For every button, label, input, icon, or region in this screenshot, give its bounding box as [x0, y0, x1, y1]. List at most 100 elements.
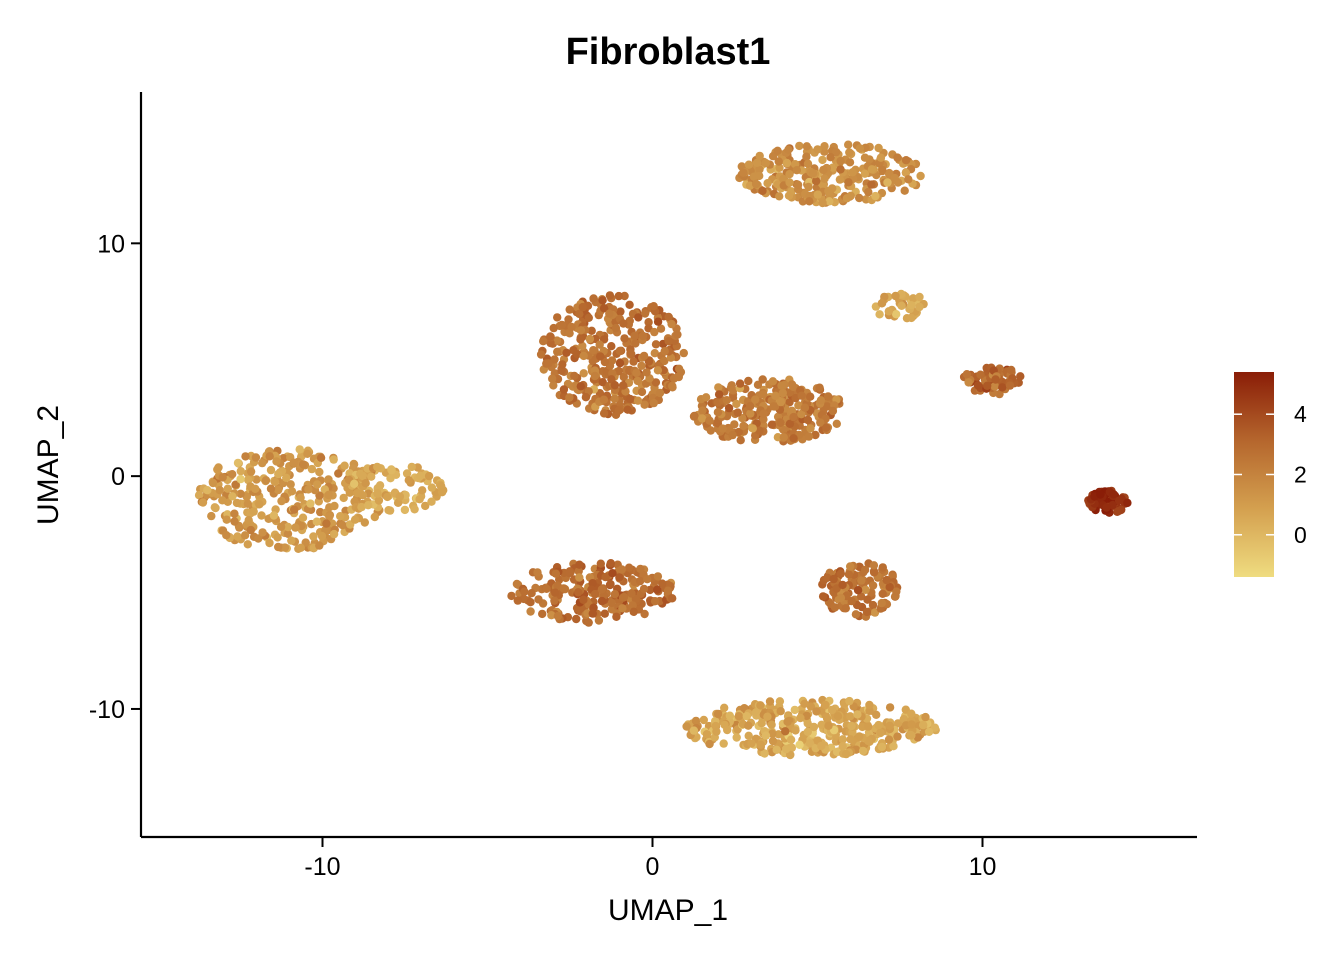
cell-point [865, 700, 874, 710]
cell-point [674, 372, 683, 382]
cell-point [507, 591, 516, 601]
cell-point [222, 531, 231, 540]
cell-point [664, 312, 673, 322]
cell-point [768, 729, 777, 738]
cell-point [668, 381, 677, 391]
cell-point [825, 197, 834, 206]
cell-point [567, 322, 576, 332]
cell-point [599, 409, 609, 418]
cell-point [679, 348, 688, 358]
cell-point [844, 570, 854, 579]
cell-point [283, 522, 293, 532]
cell-point [877, 299, 886, 308]
x-tick-label: -10 [304, 853, 340, 881]
cell-point [779, 433, 788, 442]
cell-point [795, 141, 804, 151]
cell-point [644, 318, 653, 327]
cell-point [606, 579, 615, 589]
cell-point [588, 579, 597, 588]
colorbar-ticks: 4 2 0 [1234, 401, 1307, 548]
cell-point [269, 511, 279, 520]
cell-point [330, 501, 339, 511]
cell-point [919, 720, 928, 730]
cell-point [836, 156, 845, 166]
cell-point [638, 331, 648, 341]
cell-point [598, 378, 607, 387]
cell-point [629, 607, 638, 616]
cell-point [287, 536, 296, 545]
cell-point [730, 420, 739, 429]
cell-point [863, 595, 872, 604]
cell-point [719, 739, 728, 748]
cell-point [803, 415, 813, 425]
cell-point [203, 486, 212, 495]
cell-point [520, 587, 529, 596]
cell-point [655, 388, 665, 398]
colorbar-tick-label: 2 [1294, 462, 1307, 488]
cell-point [874, 143, 883, 153]
cell-point [739, 421, 748, 431]
cell-point [789, 434, 798, 443]
cell-point [557, 366, 566, 375]
cell-point [845, 696, 854, 706]
cell-point [865, 706, 874, 715]
cell-point [640, 400, 649, 409]
cell-point [596, 352, 605, 361]
cell-point [853, 710, 862, 719]
cell-point [758, 186, 767, 196]
cell-point [282, 473, 291, 482]
cell-point [639, 351, 649, 361]
cell-point [615, 358, 625, 368]
cell-point [214, 463, 223, 472]
cell-point [862, 607, 872, 617]
cell-point [841, 604, 850, 613]
cell-point [818, 592, 828, 601]
data-points [194, 140, 1132, 760]
cell-point [338, 521, 347, 530]
cell-point [900, 186, 909, 195]
cell-point [600, 609, 609, 618]
cell-point [558, 360, 567, 369]
cell-point [746, 402, 755, 411]
cell-point [906, 730, 915, 740]
cell-point [838, 580, 847, 590]
cell-point [803, 727, 812, 736]
cell-point [789, 382, 798, 392]
cell-point [427, 483, 437, 492]
cell-point [878, 589, 887, 598]
cell-point [198, 498, 208, 507]
cell-point [847, 721, 856, 731]
cell-point [892, 587, 901, 596]
cell-point [663, 586, 673, 595]
cell-point [752, 158, 762, 167]
cell-point [775, 163, 784, 172]
cell-point [848, 168, 857, 177]
cell-point [619, 319, 628, 328]
cell-point [682, 722, 691, 731]
cell-point [589, 346, 598, 355]
cell-point [773, 146, 782, 155]
cell-point [539, 337, 548, 346]
cell-point [778, 388, 787, 398]
cell-point [246, 467, 256, 476]
cell-point [236, 467, 245, 476]
cell-point [1109, 490, 1118, 499]
cell-point [751, 179, 761, 189]
cell-point [991, 375, 1000, 384]
cell-point [867, 180, 876, 189]
cell-point [315, 467, 324, 477]
cell-point [893, 732, 902, 741]
cell-point [845, 148, 854, 157]
cell-point [588, 609, 597, 618]
cell-point [287, 487, 297, 496]
cell-point [884, 735, 894, 744]
cell-point [813, 190, 822, 199]
cell-point [744, 721, 753, 730]
cell-point [649, 302, 658, 311]
cell-point [290, 505, 299, 514]
cell-point [813, 145, 822, 154]
cell-point [243, 499, 253, 508]
cell-point [705, 739, 714, 749]
cell-point [897, 301, 906, 310]
cell-point [761, 731, 771, 740]
